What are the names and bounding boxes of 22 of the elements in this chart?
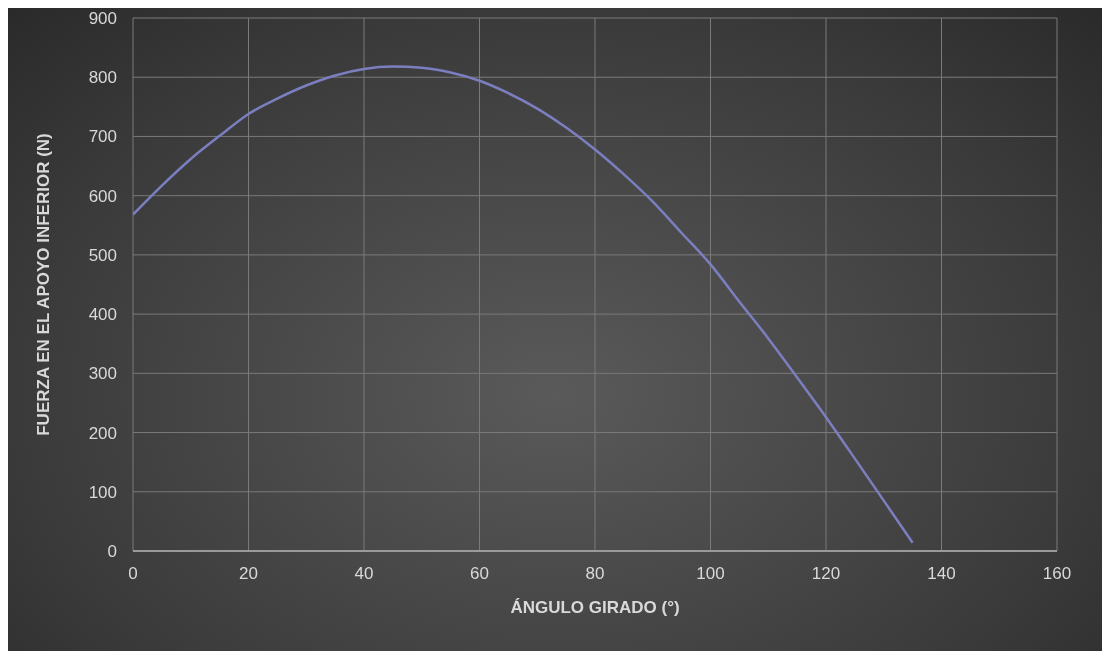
y-tick-label: 100 xyxy=(88,482,117,502)
y-tick-label: 900 xyxy=(88,9,117,29)
x-tick-label: 0 xyxy=(128,564,138,584)
x-tick-label: 140 xyxy=(927,564,956,584)
y-tick-label: 500 xyxy=(88,245,117,265)
x-tick-label: 60 xyxy=(470,564,489,584)
x-tick-label: 120 xyxy=(811,564,841,584)
y-tick-label: 400 xyxy=(88,305,117,325)
y-tick-label: 0 xyxy=(107,542,117,562)
x-tick-label: 40 xyxy=(354,564,374,584)
y-axis-title: FUERZA EN EL APOYO INFERIOR (N) xyxy=(34,133,54,436)
line-series xyxy=(133,65,914,544)
x-tick-label: 80 xyxy=(585,564,605,584)
x-tick-label: 20 xyxy=(239,564,258,584)
y-tick-label: 600 xyxy=(88,186,117,206)
x-axis-title: ÁNGULO GIRADO (°) xyxy=(510,598,680,617)
x-tick-label: 160 xyxy=(1042,564,1072,584)
y-tick-label: 300 xyxy=(88,364,117,384)
y-tick-label: 800 xyxy=(88,68,117,88)
y-tick-label: 200 xyxy=(88,423,117,443)
y-tick-label: 700 xyxy=(88,127,117,147)
x-tick-label: 100 xyxy=(696,564,725,584)
